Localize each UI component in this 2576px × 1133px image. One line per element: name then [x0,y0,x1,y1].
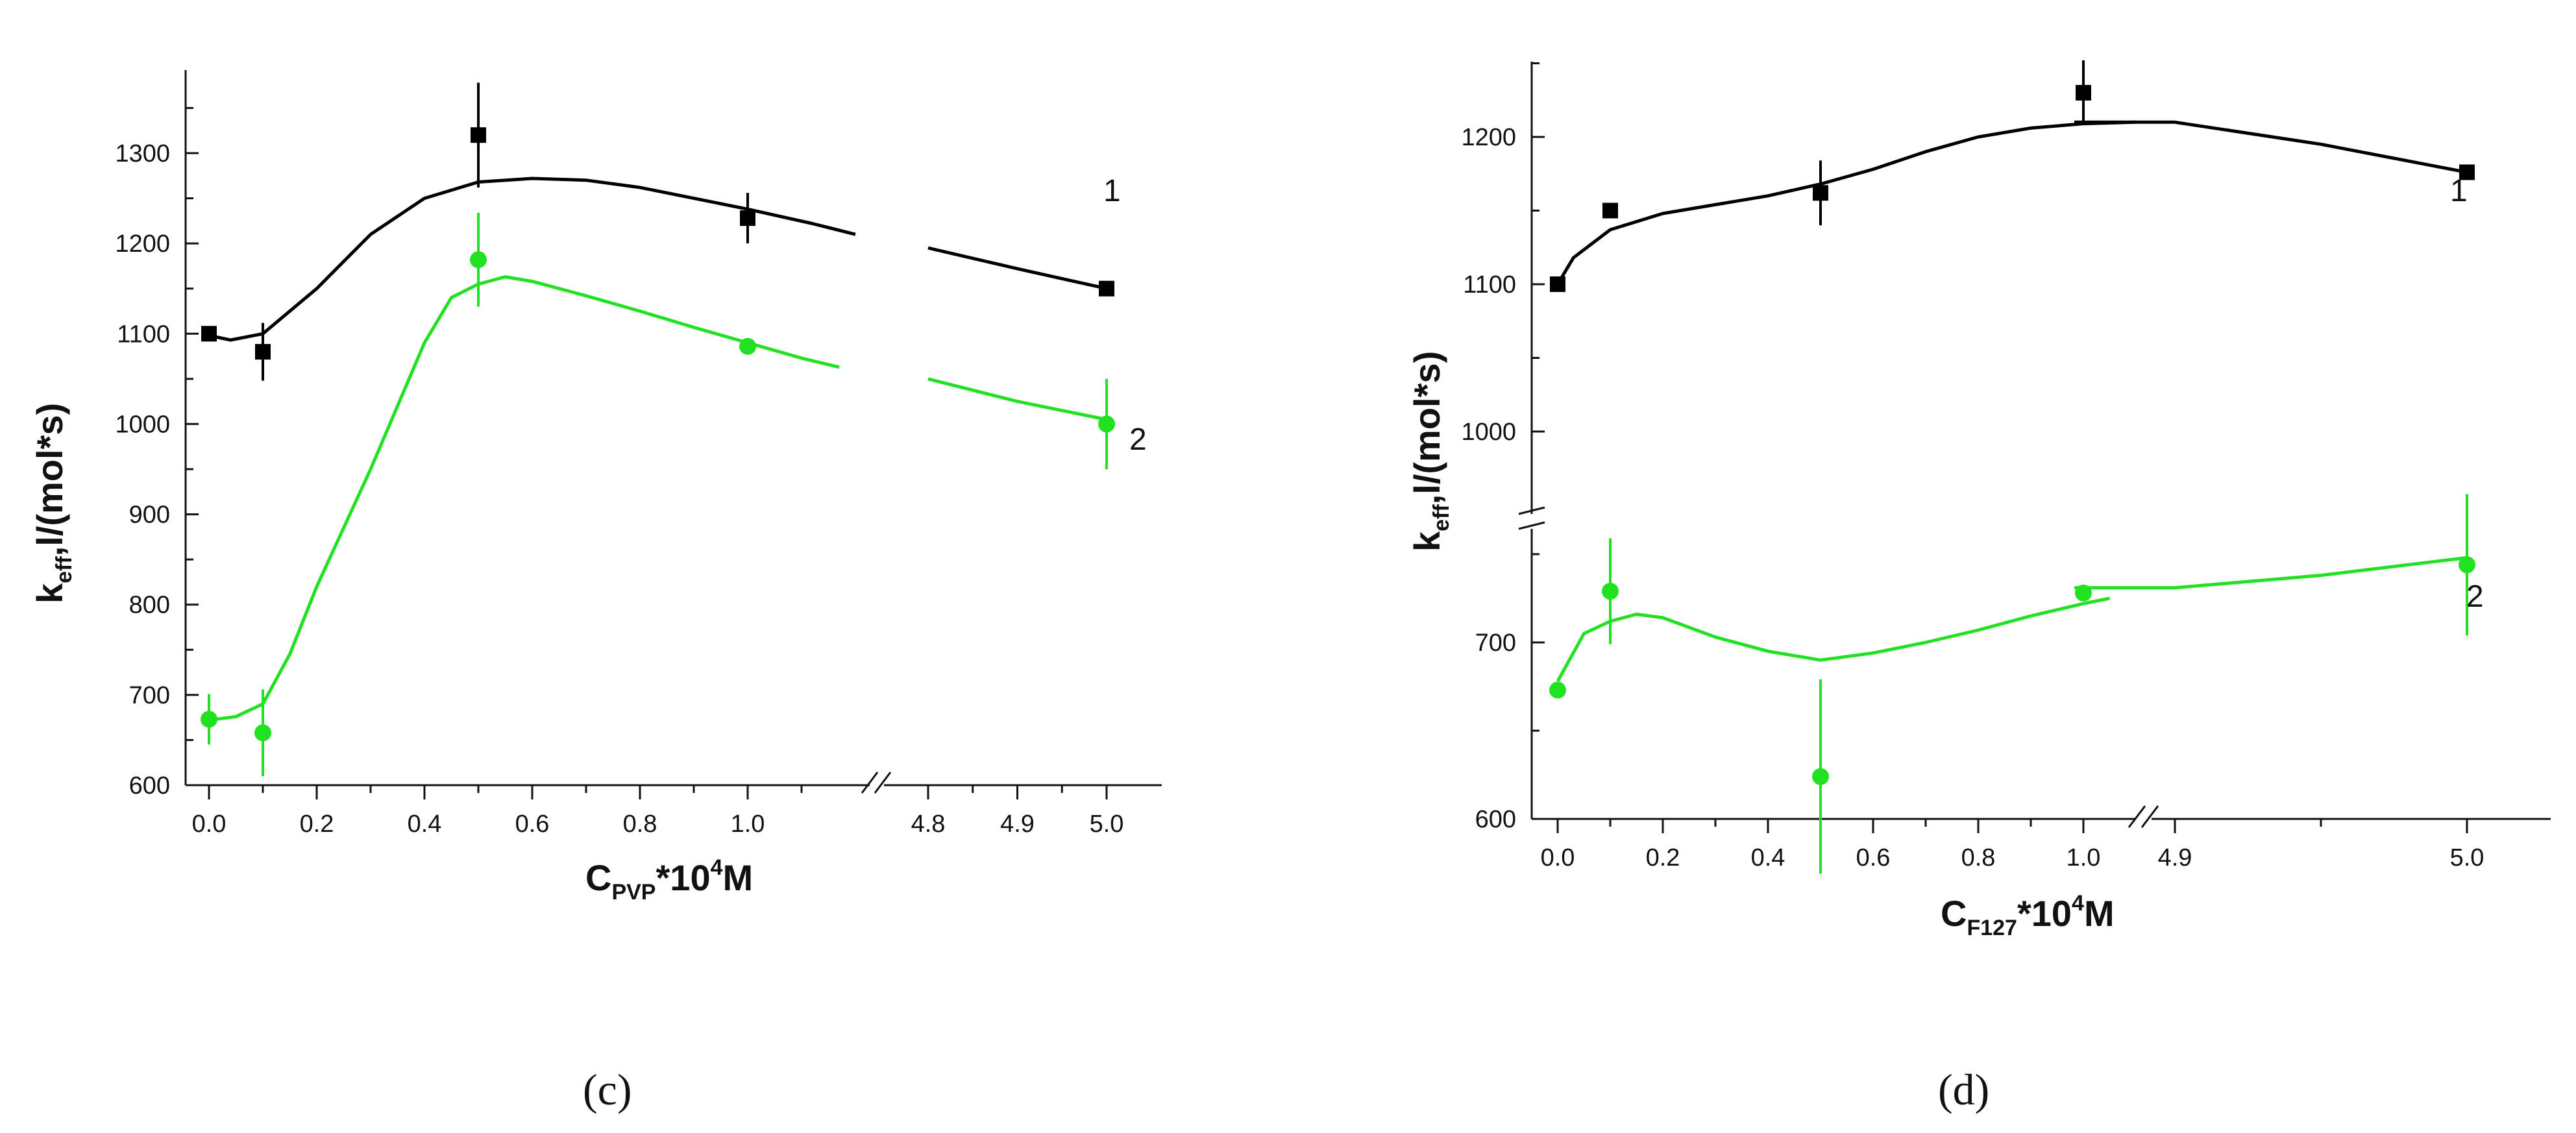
d-series-1-fit-right [2074,120,2468,174]
d-y-tick-label: 700 [1475,629,1516,657]
c-series-1-marker [201,326,217,342]
c-series-2-marker [739,337,756,355]
c-xlabel-end: M [723,857,754,898]
c-y-axis-title: keff,l/(mol*s) [29,403,77,603]
c-break-mark-1 [861,772,879,794]
d-xlabel-main: C [1941,893,1967,934]
c-x-tick-label: 0.2 [300,810,334,838]
c-series-1-marker [255,344,271,360]
d-series-1-fit-left [1556,120,2137,286]
c-series-label-2: 2 [1129,422,1147,457]
c-x-tick-label: 5.0 [1090,810,1124,838]
d-y-tick-label: 1200 [1461,124,1516,151]
d-xlabel-sup: 4 [2072,891,2084,916]
c-series-1-fit-left [208,177,856,342]
d-plot-area [1549,60,2475,874]
d-x-break-mark-1 [2128,805,2146,828]
c-y-tick-label: 1200 [115,230,170,258]
c-x-tick-label: 0.0 [192,810,227,838]
d-series-2-marker [2075,584,2092,602]
c-break-mark-2 [874,772,892,794]
c-x-tick-label: 0.8 [623,810,657,838]
d-x-tick-label: 0.2 [1646,844,1680,871]
c-x-tick-label: 4.8 [911,810,946,838]
d-y-break-mark-1 [1518,506,1545,515]
c-y-tick-label: 1300 [115,140,170,167]
d-ylabel-main: k [1406,531,1447,552]
c-xlabel-rest: *10 [656,857,711,898]
d-x-tick-label: 0.8 [1961,844,1996,871]
c-series-2-marker [201,711,217,728]
c-plot-area [201,82,1115,777]
d-xlabel-end: M [2084,893,2115,934]
d-y-break-mark-2 [1518,521,1545,530]
c-panel-label: (c) [583,1065,632,1114]
d-xlabel-sub: F127 [1967,916,2017,940]
d-x-tick-label: 0.0 [1541,844,1575,871]
d-x-axis-title: CF127*104M [1941,891,2115,940]
d-y-tick-label: 600 [1475,806,1516,833]
d-y-tick-label: 1000 [1461,419,1516,446]
c-x-axis-title: CPVP*104M [585,855,753,905]
c-ticks: 0.0 0.2 0.4 0.6 0.8 1.0 4.8 4.9 5.0 600 700 800 900 1… [115,106,1124,838]
d-series-2-fit-left [1556,596,2110,683]
c-ylabel-sub: eff [52,556,77,583]
c-x-tick-label: 4.9 [1000,810,1035,838]
c-xlabel-sub: PVP [611,880,656,905]
c-series-label-1: 1 [1103,174,1121,208]
d-x-tick-label: 0.4 [1751,844,1785,871]
d-series-1-marker [2076,84,2091,101]
c-x-tick-label: 0.4 [408,810,442,838]
c-y-tick-label: 600 [129,772,170,799]
c-series-1-marker [740,210,755,226]
chart-c: 0.0 0.2 0.4 0.6 0.8 1.0 4.8 4.9 5.0 600 700 800 900 1… [29,70,1162,1114]
d-x-tick-label: 5.0 [2450,844,2484,871]
d-series-2-marker [1549,681,1566,699]
d-series-1-marker [1550,276,1565,292]
d-x-tick-label: 4.9 [2158,844,2192,871]
d-series-label-1: 1 [2450,174,2468,208]
c-series-1-marker [1099,280,1114,297]
d-xlabel-rest: *10 [2017,893,2072,934]
c-xlabel-sup: 4 [711,855,723,880]
d-ylabel-rest: ,l/(mol*s) [1406,351,1447,504]
c-y-tick-label: 700 [129,682,170,709]
c-x-tick-label: 0.6 [515,810,550,838]
d-series-2-fit-right [2074,555,2468,590]
d-series-2-marker [1602,583,1619,600]
d-panel-label: (d) [1938,1065,1989,1114]
c-xlabel-main: C [585,857,611,898]
d-series-label-2: 2 [2466,579,2484,614]
c-y-tick-label: 900 [129,502,170,529]
d-y-tick-label: 1100 [1463,271,1516,298]
d-x-tick-label: 1.0 [2067,844,2101,871]
d-series-1-marker [1602,202,1618,219]
c-series-1-marker [471,127,486,143]
c-series-2-fit-right [927,377,1107,421]
d-ylabel-sub: eff [1429,504,1454,531]
c-series-2-marker [254,724,271,742]
c-ylabel-main: k [29,583,70,603]
c-y-tick-label: 1000 [115,411,170,438]
d-y-axis-title: keff,l/(mol*s) [1406,351,1454,552]
c-series-2-marker [470,251,487,269]
c-y-tick-label: 800 [129,592,170,619]
c-x-tick-label: 1.0 [731,810,765,838]
c-series-2-marker [1098,415,1115,433]
d-series-2-marker [1812,768,1829,785]
c-series-1-fit-right [927,246,1107,291]
d-series-1-marker [1813,185,1828,201]
d-ticks: 0.0 0.2 0.4 0.6 0.8 1.0 4.9 5.0 1000 1100 1200 600 7… [1461,62,2484,871]
chart-d: 0.0 0.2 0.4 0.6 0.8 1.0 4.9 5.0 1000 1100 1200 600 7… [1406,60,2551,1114]
d-series-2-marker [2459,556,2475,574]
d-series-1-marker [2459,164,2475,180]
d-x-break-mark-2 [2141,805,2159,828]
d-x-tick-label: 0.6 [1856,844,1891,871]
c-ylabel-rest: ,l/(mol*s) [29,403,70,556]
c-y-tick-label: 1100 [117,321,170,348]
